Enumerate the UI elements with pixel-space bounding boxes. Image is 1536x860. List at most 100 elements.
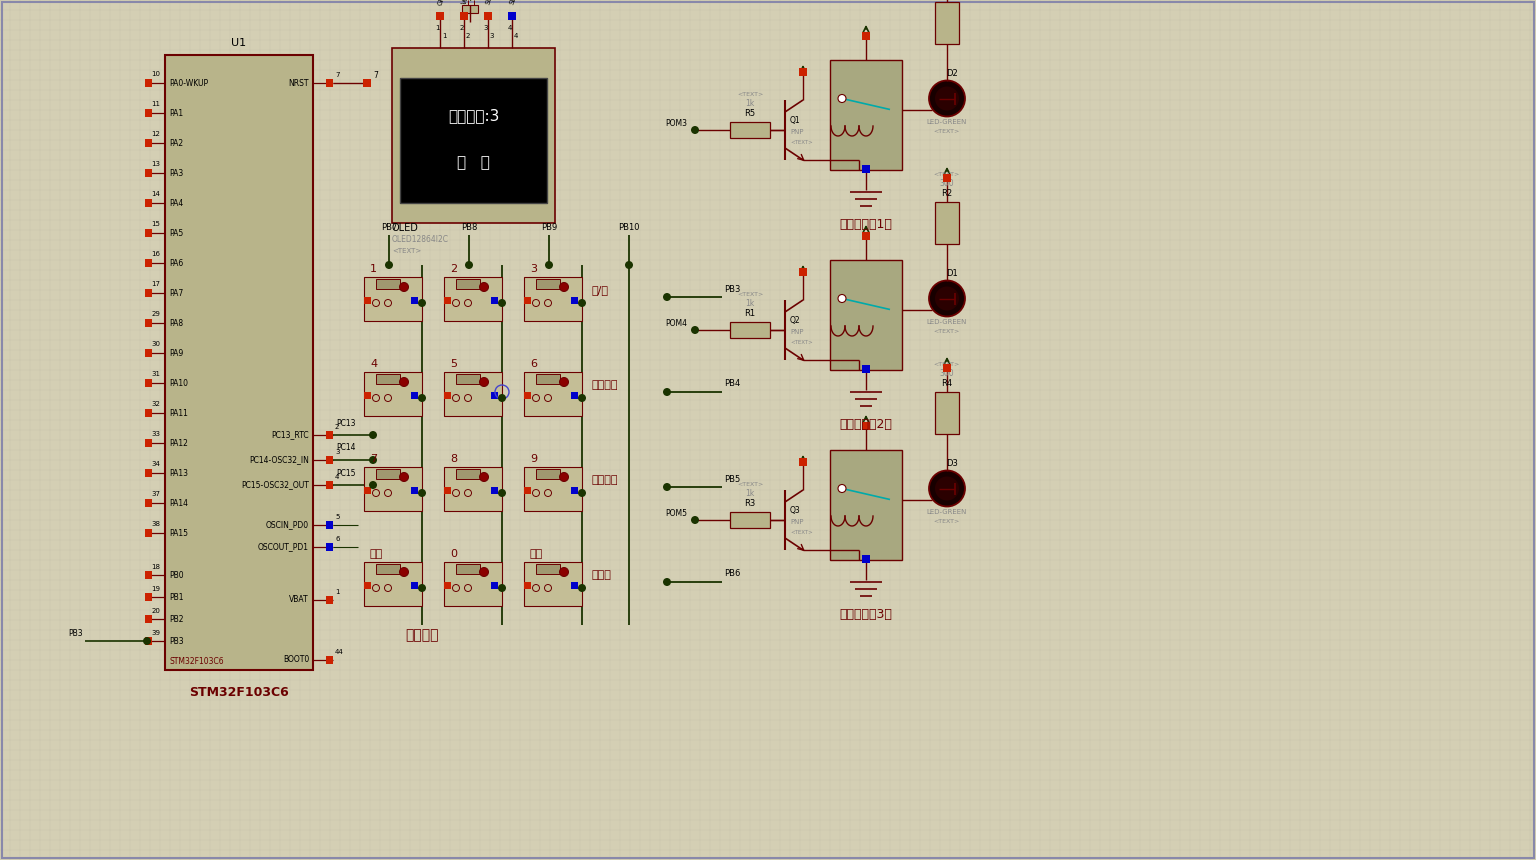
- Text: 0: 0: [450, 549, 458, 559]
- Text: 3: 3: [335, 449, 339, 455]
- Text: POM3: POM3: [665, 120, 687, 128]
- Bar: [444, 487, 452, 494]
- Circle shape: [559, 378, 568, 386]
- Circle shape: [369, 431, 376, 439]
- Text: PC14-OSC32_IN: PC14-OSC32_IN: [249, 456, 309, 464]
- Text: 33: 33: [151, 431, 160, 437]
- Bar: [456, 564, 479, 574]
- Text: D1: D1: [946, 269, 958, 278]
- Bar: [829, 60, 902, 170]
- Text: PC15-OSC32_OUT: PC15-OSC32_OUT: [241, 481, 309, 489]
- Text: 1k: 1k: [745, 299, 754, 309]
- Circle shape: [664, 388, 671, 396]
- Text: PA12: PA12: [169, 439, 187, 447]
- Bar: [326, 521, 333, 529]
- Text: D2: D2: [946, 69, 958, 78]
- Text: SCL: SCL: [485, 0, 495, 5]
- Circle shape: [929, 470, 965, 507]
- Bar: [144, 637, 152, 645]
- Bar: [571, 297, 578, 304]
- Circle shape: [399, 568, 409, 576]
- Bar: [524, 392, 531, 399]
- Bar: [459, 12, 468, 20]
- Bar: [364, 372, 422, 416]
- Circle shape: [839, 294, 846, 303]
- Text: 2: 2: [465, 33, 470, 39]
- Bar: [536, 564, 561, 574]
- Bar: [326, 596, 333, 604]
- Circle shape: [578, 394, 587, 402]
- Text: 29: 29: [151, 311, 160, 317]
- Text: 1: 1: [435, 25, 439, 31]
- Text: <TEXT>: <TEXT>: [934, 173, 960, 177]
- Circle shape: [498, 299, 505, 307]
- Text: Q2: Q2: [790, 316, 800, 324]
- Bar: [144, 469, 152, 477]
- Bar: [862, 555, 869, 563]
- Text: PC13: PC13: [336, 419, 355, 427]
- Text: <TEXT>: <TEXT>: [790, 340, 813, 345]
- Bar: [364, 562, 422, 606]
- Text: PC13_RTC: PC13_RTC: [272, 431, 309, 439]
- Bar: [536, 374, 561, 384]
- Text: BOOT0: BOOT0: [283, 655, 309, 665]
- Bar: [524, 277, 582, 321]
- Text: 8: 8: [450, 454, 458, 464]
- Text: 18: 18: [151, 564, 160, 570]
- Circle shape: [143, 637, 151, 645]
- Text: 3: 3: [490, 33, 495, 39]
- Text: 4: 4: [370, 359, 378, 369]
- Bar: [943, 364, 951, 372]
- Circle shape: [399, 378, 409, 386]
- Text: 指纹错误: 指纹错误: [591, 380, 619, 390]
- Bar: [376, 564, 399, 574]
- Text: PB8: PB8: [461, 223, 478, 231]
- Bar: [364, 392, 372, 399]
- Bar: [364, 297, 372, 304]
- Text: 存   取: 存 取: [458, 156, 490, 170]
- Text: 4: 4: [508, 25, 511, 31]
- Bar: [444, 582, 452, 589]
- Bar: [943, 174, 951, 182]
- Bar: [492, 582, 498, 589]
- Bar: [524, 297, 531, 304]
- Bar: [862, 32, 869, 40]
- Bar: [484, 12, 492, 20]
- Text: R4: R4: [942, 379, 952, 389]
- Text: OSCIN_PD0: OSCIN_PD0: [266, 520, 309, 530]
- Text: ↑: ↑: [465, 0, 475, 3]
- Text: 11: 11: [151, 101, 160, 107]
- Text: 44: 44: [335, 649, 344, 655]
- Text: 1k: 1k: [745, 100, 754, 108]
- Text: 继电器（柜2）: 继电器（柜2）: [840, 419, 892, 432]
- Bar: [376, 279, 399, 289]
- Text: 2: 2: [450, 264, 458, 274]
- Circle shape: [479, 472, 488, 482]
- Text: R5: R5: [745, 109, 756, 119]
- Bar: [412, 392, 418, 399]
- Text: 5: 5: [335, 514, 339, 520]
- Text: GND: GND: [436, 0, 447, 7]
- Text: 4: 4: [335, 474, 339, 480]
- Text: PNP: PNP: [790, 329, 803, 335]
- Bar: [862, 232, 869, 240]
- Bar: [144, 199, 152, 207]
- Circle shape: [399, 472, 409, 482]
- Circle shape: [839, 484, 846, 493]
- Bar: [444, 277, 502, 321]
- Bar: [364, 277, 422, 321]
- Text: PNP: PNP: [790, 519, 803, 525]
- Bar: [326, 481, 333, 489]
- Circle shape: [479, 378, 488, 386]
- Circle shape: [664, 293, 671, 301]
- Circle shape: [465, 261, 473, 269]
- Bar: [536, 469, 561, 479]
- Circle shape: [418, 394, 425, 402]
- Text: 1: 1: [370, 264, 376, 274]
- Bar: [799, 68, 806, 76]
- Bar: [508, 12, 516, 20]
- Circle shape: [369, 456, 376, 464]
- Bar: [412, 487, 418, 494]
- Text: 300: 300: [940, 180, 954, 188]
- Text: OLED12864I2C: OLED12864I2C: [392, 236, 449, 244]
